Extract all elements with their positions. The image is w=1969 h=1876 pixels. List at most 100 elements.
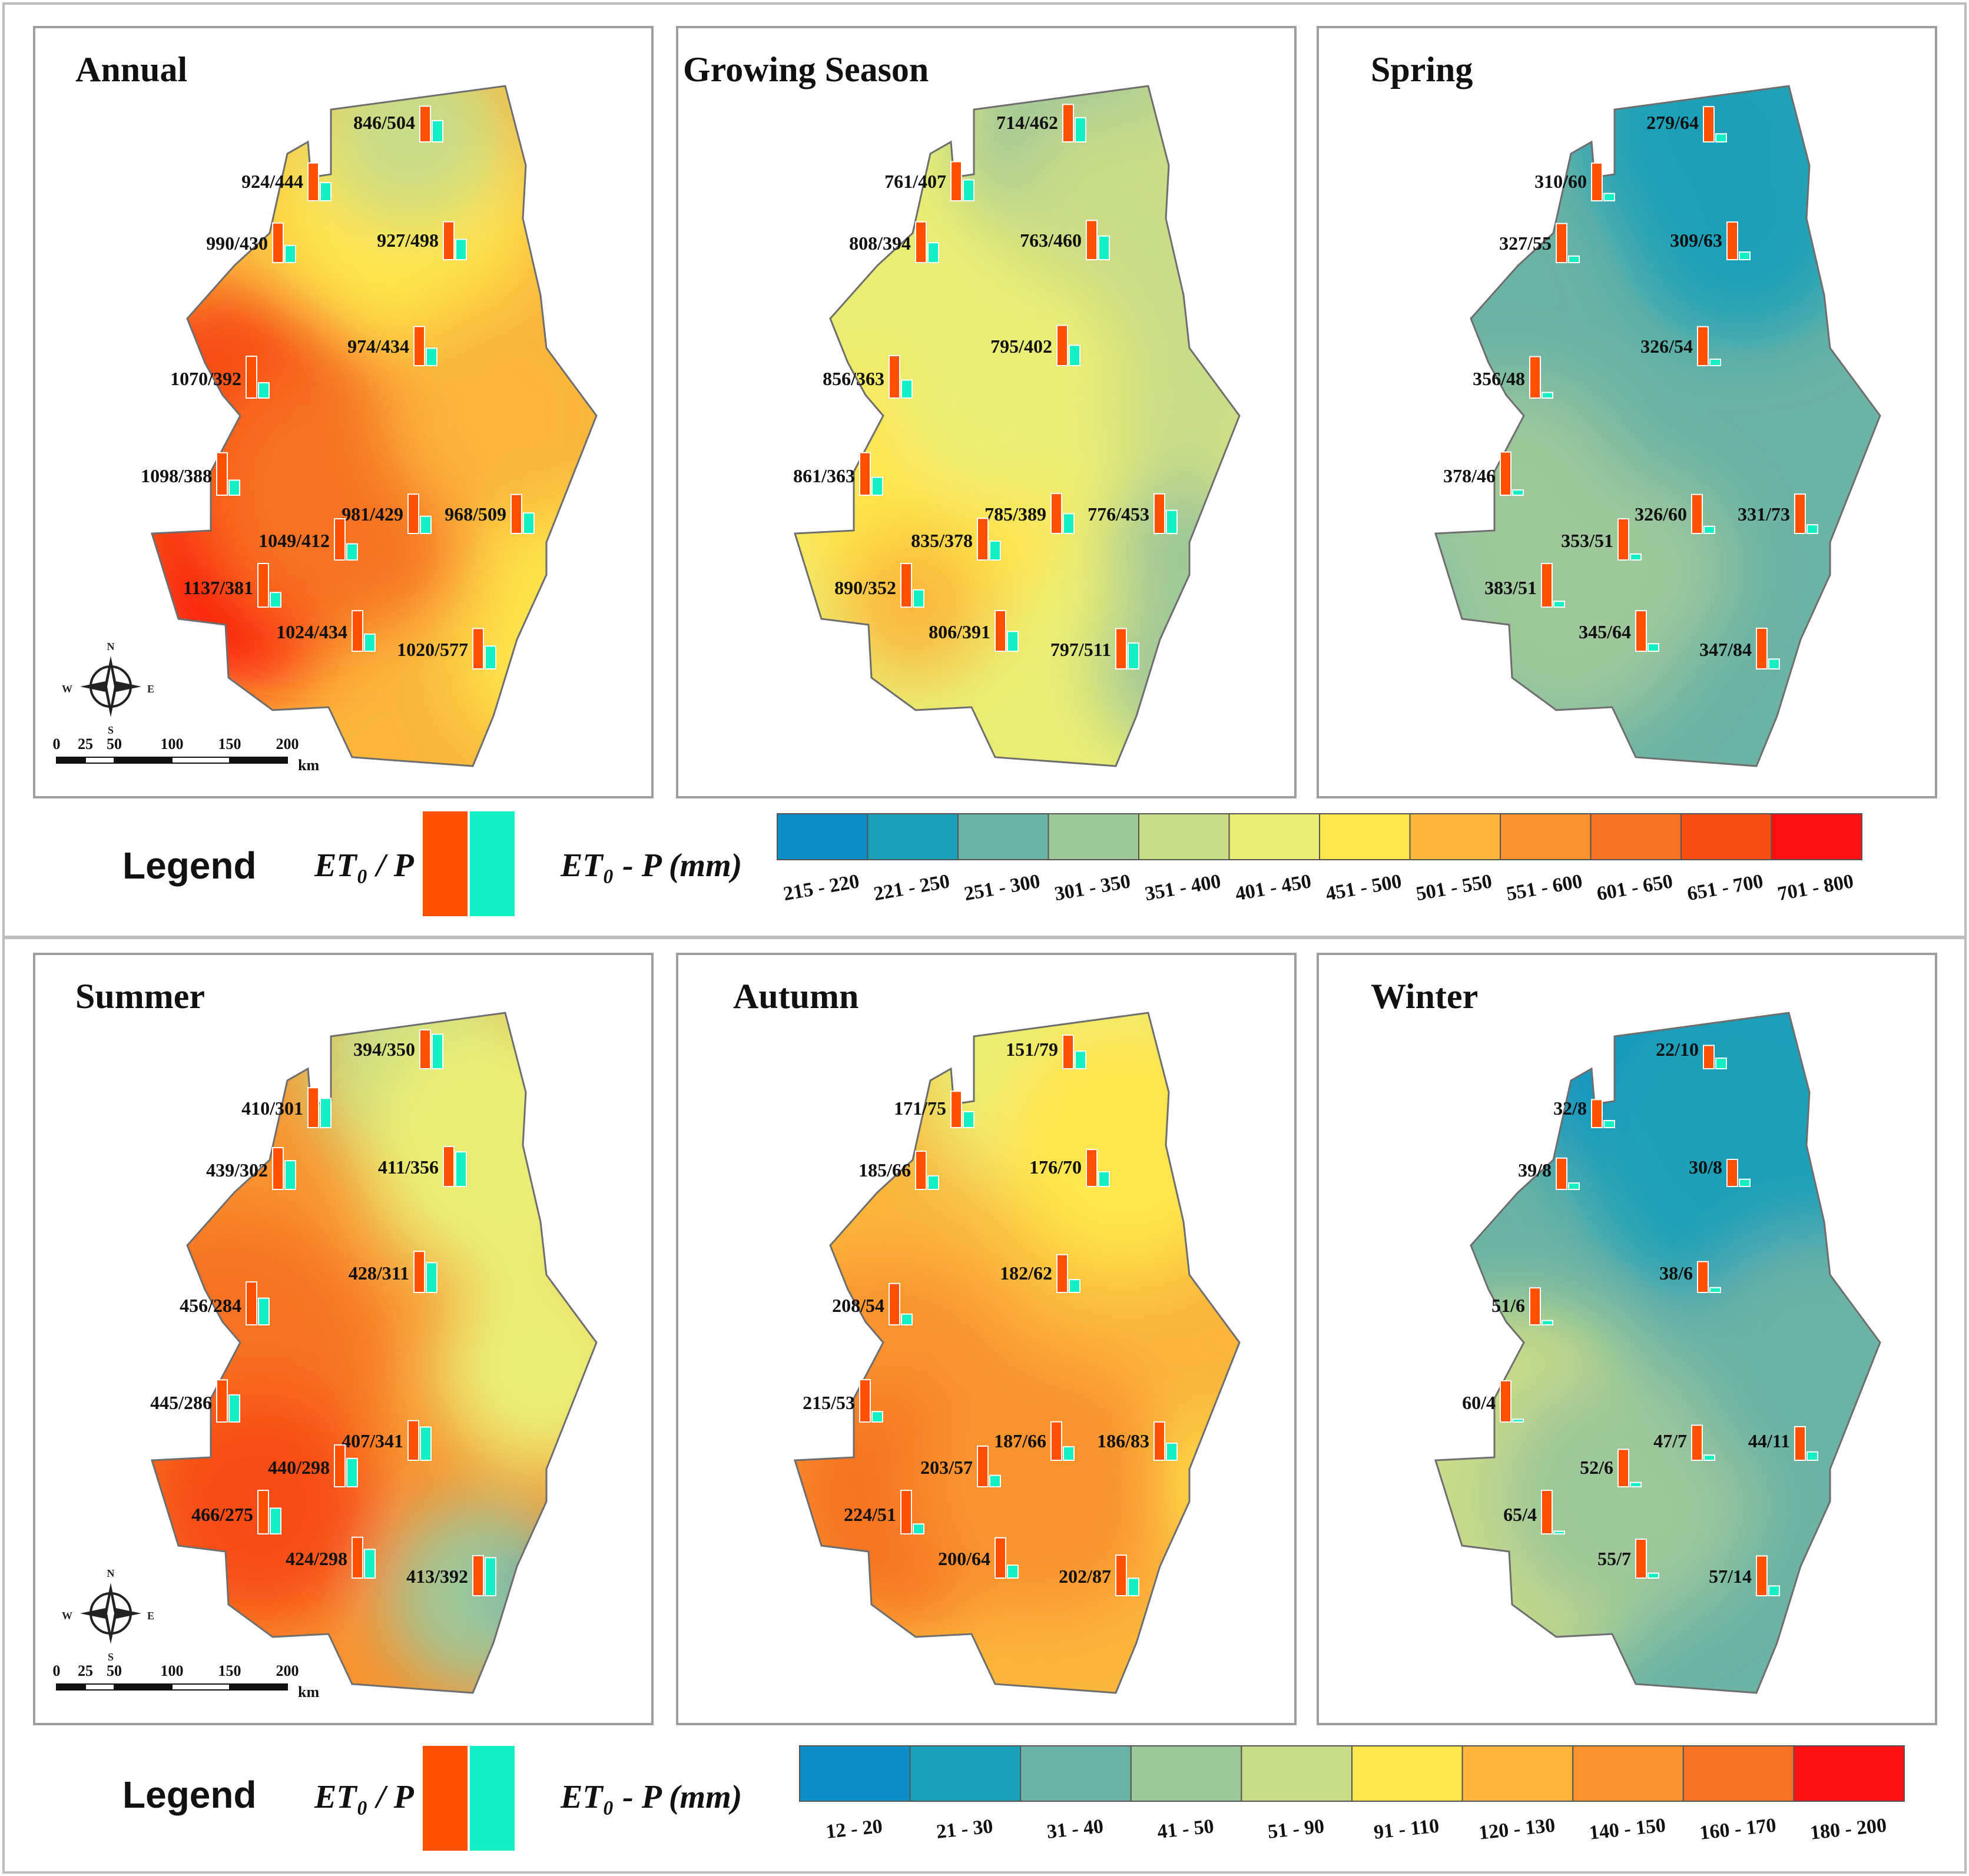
p-bar	[1648, 643, 1659, 652]
et0-bar	[443, 221, 455, 260]
station-label: 22/10	[1656, 1039, 1699, 1060]
p-bar	[320, 1098, 332, 1129]
p-bar	[927, 1175, 939, 1191]
ratio-label: ET₀ / P	[314, 847, 415, 884]
station: 861/363	[793, 452, 883, 496]
p-bar	[1553, 1530, 1565, 1535]
station: 1020/577	[397, 628, 496, 670]
station-label: 185/66	[858, 1159, 911, 1181]
et0-bar	[1617, 1449, 1629, 1488]
scale-bar: 0 25 50 100 150 200 km	[53, 735, 320, 774]
station: 47/7	[1653, 1424, 1715, 1461]
station: 714/462	[996, 104, 1086, 143]
et0-bar	[1086, 220, 1098, 260]
et0-bar	[407, 1420, 419, 1461]
p-bar	[346, 543, 358, 561]
panel-title: Annual	[75, 50, 187, 89]
p-bar	[432, 120, 443, 143]
station-label: 200/64	[938, 1548, 990, 1569]
station-label: 797/511	[1050, 639, 1111, 660]
et0-bar	[1697, 1261, 1709, 1293]
p-bar	[1715, 1058, 1727, 1069]
station-label: 861/363	[793, 465, 855, 486]
station-label: 32/8	[1553, 1098, 1587, 1119]
p-bar	[1806, 1451, 1818, 1461]
region-boundary	[1434, 1012, 1881, 1694]
compass-n: N	[107, 1567, 115, 1579]
station: 331/73	[1738, 493, 1818, 535]
station-label: 1070/392	[170, 368, 241, 389]
ratio-label: ET₀ / P	[314, 1779, 415, 1815]
station: 187/66	[994, 1421, 1075, 1461]
station: 39/8	[1518, 1157, 1580, 1191]
station: 428/311	[349, 1251, 437, 1294]
station-label: 428/311	[349, 1262, 409, 1284]
et0-bar	[1056, 1254, 1068, 1293]
station: 51/6	[1491, 1287, 1553, 1326]
station: 215/53	[803, 1379, 883, 1423]
station: 32/8	[1553, 1098, 1615, 1129]
station-label: 410/301	[241, 1098, 303, 1119]
map-panel-growing-season: Growing Season 714/462 761/407 808/394 763/4…	[676, 26, 1297, 798]
station-label: 356/48	[1473, 368, 1525, 389]
p-bar	[228, 479, 240, 496]
station-label: 345/64	[1579, 621, 1631, 642]
compass-s: S	[108, 724, 114, 736]
et0-bar	[272, 1147, 284, 1190]
station: 797/511	[1050, 628, 1139, 670]
scale-swatch	[1572, 1745, 1684, 1802]
et0-bar	[900, 563, 912, 608]
scale-swatch	[1319, 813, 1411, 860]
et0-bar	[950, 1091, 962, 1129]
region-boundary	[150, 85, 598, 767]
station: 151/79	[1006, 1034, 1086, 1070]
station-label: 65/4	[1503, 1504, 1537, 1525]
station-label: 326/60	[1635, 503, 1687, 525]
scale-swatch	[1228, 813, 1320, 860]
station: 806/391	[929, 609, 1019, 652]
diff-label: ET₀ - P (mm)	[560, 1779, 742, 1815]
p-bar	[1568, 255, 1580, 264]
station-label: 439/302	[206, 1159, 268, 1181]
scale-tick: 50	[107, 1662, 122, 1679]
compass-w: W	[62, 683, 72, 695]
scale-tick: 25	[78, 1662, 93, 1679]
et0-bar	[900, 1490, 912, 1534]
station-label: 60/4	[1462, 1392, 1496, 1413]
et0-bar	[472, 628, 484, 670]
station-label: 795/402	[990, 336, 1052, 357]
compass-rose-icon: N S E W	[62, 641, 154, 736]
scale-swatch	[799, 1745, 911, 1802]
compass-w: W	[62, 1610, 72, 1622]
panel-title: Summer	[75, 977, 205, 1016]
et0-bar	[443, 1146, 455, 1187]
station: 808/394	[849, 221, 939, 264]
scale-tick: 100	[161, 735, 184, 753]
p-bar	[455, 238, 467, 261]
p-bar	[270, 1507, 281, 1534]
station-label: 990/430	[206, 233, 268, 254]
station: 224/51	[844, 1490, 924, 1535]
et0-bar	[216, 1379, 228, 1423]
scale-swatch	[1409, 813, 1501, 860]
p-bar	[1709, 1287, 1721, 1294]
et0-bar	[419, 1029, 431, 1069]
et0-bar	[352, 610, 363, 652]
station-label: 808/394	[849, 233, 911, 254]
station: 835/378	[911, 518, 1001, 561]
et0-bar	[995, 1537, 1006, 1579]
p-bar	[1512, 1418, 1524, 1423]
p-bar	[1630, 553, 1642, 561]
station: 846/504	[353, 105, 443, 143]
station-label: 1024/434	[276, 621, 347, 642]
p-bar	[989, 540, 1001, 561]
station-label: 171/75	[894, 1098, 946, 1119]
et0-bar	[859, 452, 871, 496]
scale-swatch	[1793, 1745, 1905, 1802]
station: 200/64	[938, 1537, 1019, 1579]
station-label: 279/64	[1646, 112, 1699, 133]
station-label: 47/7	[1653, 1430, 1687, 1451]
et0-bar	[216, 452, 228, 496]
p-bar	[1075, 1050, 1086, 1070]
et0-bar	[1703, 1045, 1715, 1069]
